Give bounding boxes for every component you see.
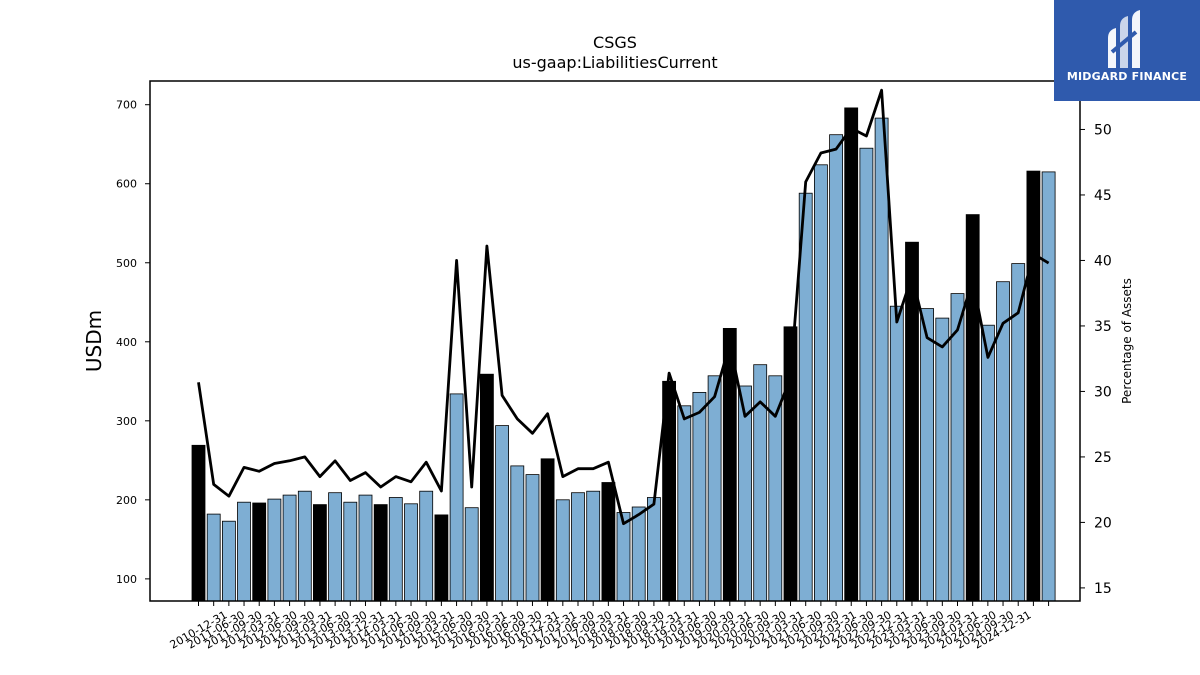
bar-2012-12-31 bbox=[312, 504, 327, 602]
bar-2024-03-31 bbox=[996, 281, 1010, 602]
bar-2011-09-30 bbox=[237, 501, 251, 602]
bar-2018-03-31 bbox=[631, 506, 646, 602]
bar-2014-09-30 bbox=[419, 490, 434, 602]
y2-tick-label: 45 bbox=[1094, 188, 1112, 204]
bar-2024-12-31 bbox=[1041, 171, 1056, 602]
bar-2021-03-31 bbox=[814, 164, 828, 602]
bar-2016-06-30 bbox=[525, 474, 540, 602]
line-group bbox=[197, 88, 1050, 526]
bar-2015-09-30 bbox=[479, 373, 494, 602]
bar-2018-06-30 bbox=[647, 497, 661, 602]
bar-2023-03-31 bbox=[935, 317, 950, 602]
y-tick-label: 500 bbox=[116, 257, 137, 270]
y-tick-label: 700 bbox=[116, 99, 137, 112]
right-axis: 15 20 25 30 35 40 45 50 bbox=[1080, 122, 1112, 597]
y-tick-label: 600 bbox=[116, 178, 137, 191]
bars-group bbox=[191, 107, 1056, 602]
y-tick-label: 100 bbox=[116, 573, 137, 586]
chart-subtitle: us-gaap:LiabilitiesCurrent bbox=[512, 53, 717, 72]
y2-tick-label: 25 bbox=[1094, 450, 1112, 466]
bar-2017-03-31 bbox=[571, 492, 585, 602]
bar-2012-03-31 bbox=[267, 498, 282, 602]
y2-tick-label: 20 bbox=[1094, 515, 1112, 531]
right-axis-label: Percentage of Assets bbox=[1120, 278, 1134, 404]
bar-2014-12-31 bbox=[434, 514, 449, 602]
bar-2011-06-30 bbox=[221, 520, 236, 602]
plot-frame bbox=[149, 80, 1081, 602]
bar-2022-06-30 bbox=[889, 305, 904, 602]
bar-2016-03-31 bbox=[510, 465, 525, 602]
bar-2014-06-30 bbox=[404, 503, 418, 602]
x-axis: 2010-12-312011-06-302011-09-302012-03-31… bbox=[168, 601, 1050, 652]
percentage-line bbox=[197, 88, 1050, 526]
bar-2010-12-31 bbox=[191, 444, 206, 602]
bar-2023-09-30 bbox=[965, 214, 980, 602]
bar-2016-12-31 bbox=[555, 499, 570, 602]
bar-2013-09-30 bbox=[358, 494, 373, 602]
logo-mark-icon bbox=[1108, 10, 1140, 68]
bar-2017-06-30 bbox=[586, 490, 601, 602]
left-axis: 100 200 300 400 500 600 700 bbox=[116, 99, 150, 586]
bar-2021-12-31 bbox=[859, 147, 874, 602]
bar-2012-06-30 bbox=[282, 494, 297, 602]
bar-2015-06-30 bbox=[464, 507, 479, 602]
y2-tick-label: 50 bbox=[1094, 122, 1112, 138]
bar-2017-12-31 bbox=[616, 512, 631, 602]
y2-tick-label: 15 bbox=[1094, 581, 1112, 597]
y-tick-label: 300 bbox=[116, 415, 137, 428]
bar-2014-03-31 bbox=[388, 497, 403, 602]
bar-2019-03-31 bbox=[692, 391, 707, 602]
bar-2018-12-31 bbox=[677, 405, 692, 602]
bar-2013-12-31 bbox=[373, 504, 388, 602]
bar-2015-12-31 bbox=[495, 425, 510, 602]
bar-2020-03-31 bbox=[753, 364, 768, 602]
bar-2019-12-31 bbox=[738, 385, 752, 602]
bar-2011-12-31 bbox=[252, 502, 267, 602]
bar-2012-09-30 bbox=[297, 490, 312, 602]
logo-text: MIDGARD FINANCE bbox=[1066, 70, 1188, 83]
bar-2020-06-30 bbox=[768, 375, 783, 602]
y-axis-label: USDm bbox=[82, 310, 106, 372]
bar-2013-06-30 bbox=[343, 501, 358, 602]
bar-2022-03-31 bbox=[874, 117, 889, 602]
bar-2021-09-30 bbox=[844, 107, 859, 602]
bar-2016-09-30 bbox=[540, 458, 555, 602]
brand-logo: MIDGARD FINANCE bbox=[1054, 0, 1200, 101]
bar-2015-03-31 bbox=[449, 393, 464, 602]
bar-2023-06-30 bbox=[950, 293, 965, 602]
bar-2011-03-31 bbox=[206, 513, 221, 602]
bar-2024-09-30 bbox=[1026, 170, 1041, 602]
y2-tick-label: 30 bbox=[1094, 384, 1112, 400]
y-tick-label: 200 bbox=[116, 494, 137, 507]
y2-tick-label: 35 bbox=[1094, 319, 1112, 335]
bar-2017-09-30 bbox=[601, 482, 616, 602]
bar-2019-06-30 bbox=[707, 375, 722, 602]
chart-title: CSGS bbox=[593, 33, 637, 52]
y-tick-label: 400 bbox=[116, 336, 137, 349]
bar-2022-12-31 bbox=[920, 308, 934, 602]
bar-2023-12-31 bbox=[981, 324, 995, 602]
bar-2021-06-30 bbox=[829, 134, 843, 602]
y2-tick-label: 40 bbox=[1094, 253, 1112, 269]
bar-2013-03-31 bbox=[328, 492, 343, 602]
